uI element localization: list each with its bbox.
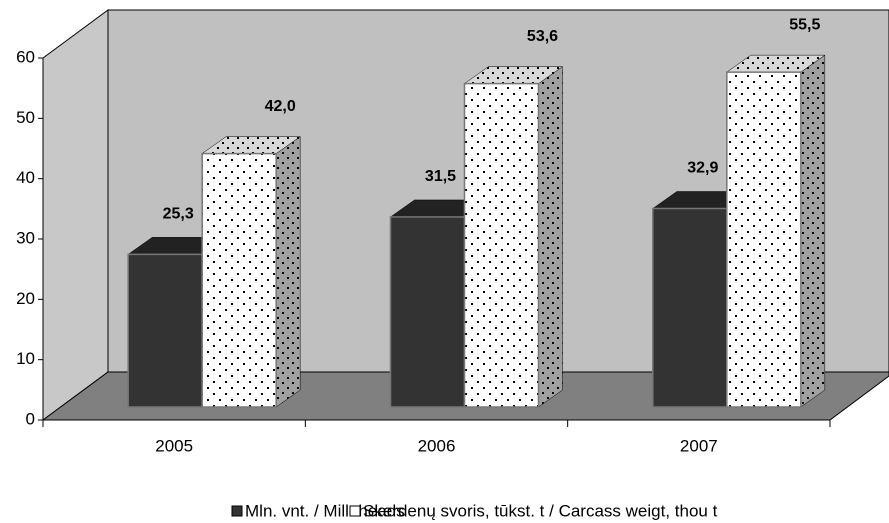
value-label: 25,3 xyxy=(163,206,194,223)
legend-swatch xyxy=(349,505,361,517)
value-label: 42,0 xyxy=(265,98,296,115)
bar xyxy=(201,152,277,408)
bar-side xyxy=(275,136,301,408)
y-tick-label: 30 xyxy=(16,228,35,247)
y-tick-label: 10 xyxy=(16,349,35,368)
x-tick-label: 2005 xyxy=(155,436,193,455)
bar-side xyxy=(538,66,563,408)
bar-side xyxy=(800,54,826,408)
legend-swatch xyxy=(231,505,243,517)
value-label: 31,5 xyxy=(425,168,456,185)
bar xyxy=(127,253,203,408)
bar xyxy=(652,207,728,408)
value-label: 53,6 xyxy=(527,28,558,45)
value-label: 55,5 xyxy=(789,16,820,33)
y-tick-label: 60 xyxy=(16,47,35,66)
bar xyxy=(389,216,466,408)
y-tick-label: 0 xyxy=(26,409,35,428)
legend-label: Skerdenų svoris, tūkst. t / Carcass weig… xyxy=(363,501,718,520)
y-tick-label: 20 xyxy=(16,289,35,308)
y-tick-label: 50 xyxy=(16,108,35,127)
y-tick-label: 40 xyxy=(16,168,35,187)
bar xyxy=(726,71,802,408)
value-label: 32,9 xyxy=(687,160,718,177)
legend-label: Mln. vnt. / Mill. heads xyxy=(245,501,405,520)
bar xyxy=(463,82,540,408)
side-wall xyxy=(42,9,109,421)
x-tick-label: 2007 xyxy=(680,436,718,455)
x-tick-label: 2006 xyxy=(418,436,456,455)
